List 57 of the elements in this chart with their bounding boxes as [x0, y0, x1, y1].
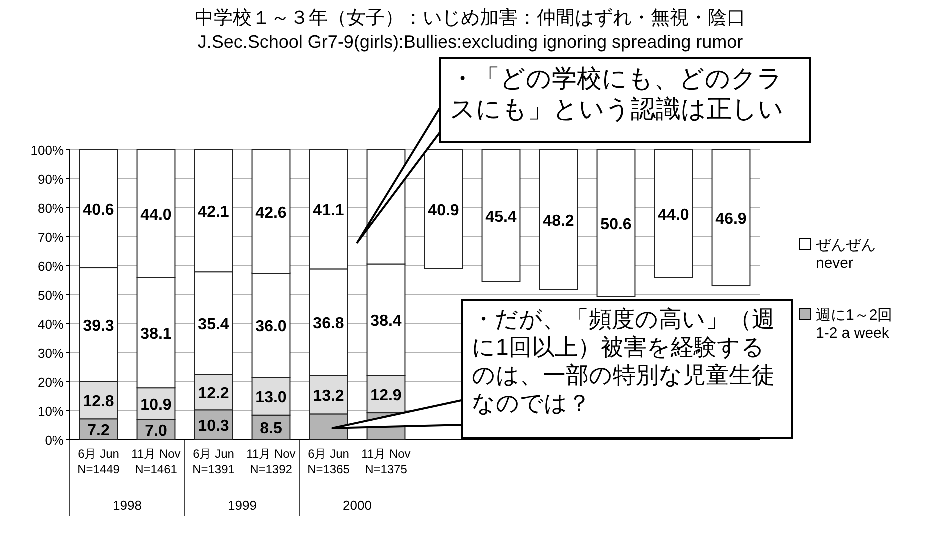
bar [654, 150, 694, 278]
data-label: 36.0 [256, 318, 287, 336]
legend-label: 週に1～2回 1-2 a week [816, 307, 893, 342]
text: 2000 [343, 498, 372, 513]
data-label: 41.1 [313, 202, 344, 220]
annotation: ・だが、「頻度の高い」（週に1回以上）被害を経験するのは、一部の特別な児童生徒なのでは？ [472, 306, 775, 416]
bar [712, 150, 751, 287]
y-tick-label: 50% [38, 288, 64, 303]
y-tick-label: 0% [45, 433, 64, 448]
data-label: 13.0 [256, 390, 287, 406]
data-label: 39.3 [83, 318, 114, 336]
legend: ぜんぜん never 週に1～2回 1-2 a week [800, 237, 893, 342]
y-tick-label: 70% [38, 230, 64, 245]
text: 1998 [113, 498, 142, 513]
bar [539, 150, 578, 290]
y-tick-label: 30% [38, 346, 64, 361]
chart-subtitle: J.Sec.School Gr7-9(girls):Bullies:excluding ignoring spreading rumor [198, 32, 744, 52]
data-label: 44.0 [658, 206, 690, 224]
data-label: 38.4 [370, 312, 402, 330]
y-tick-label: 60% [38, 259, 64, 274]
data-label: 10.3 [198, 418, 230, 436]
y-tick-label: 90% [38, 172, 64, 187]
data-label: 48.2 [543, 212, 574, 230]
data-label: 12.9 [370, 387, 402, 404]
x-tick-label: 6月 Jun N=1365 [308, 447, 350, 477]
x-tick-label: 11月 Nov N=1375 [362, 447, 411, 477]
x-tick-label: 11月 Nov N=1392 [246, 447, 296, 477]
y-tick-label: 40% [38, 317, 64, 332]
x-tick-label: 6月 Jun N=1391 [192, 447, 236, 477]
y-tick-label: 10% [38, 404, 64, 419]
data-label: 7.2 [88, 422, 110, 440]
data-label: 38.1 [140, 326, 172, 343]
bar [482, 150, 521, 282]
data-label: 12.8 [83, 394, 114, 411]
data-label: 44.0 [140, 206, 172, 224]
data-label: 40.6 [83, 202, 114, 219]
text: 1999 [228, 498, 257, 513]
data-label: 42.6 [256, 204, 287, 222]
y-tick-label: 80% [38, 201, 64, 216]
data-label: 12.2 [198, 385, 230, 402]
data-label: 36.8 [313, 316, 344, 333]
data-label: 40.9 [428, 202, 460, 220]
y-tick-label: 100% [30, 143, 64, 158]
data-label: 7.0 [145, 422, 168, 440]
data-label: 46.9 [716, 211, 747, 228]
x-tick-label: 6月 Jun N=1449 [78, 447, 120, 477]
data-label: 50.6 [600, 216, 632, 234]
data-label: 35.4 [198, 316, 230, 334]
data-label: 8.5 [260, 420, 282, 438]
bar [596, 150, 636, 298]
x-tick-label: 11月 Nov N=1461 [132, 447, 181, 477]
data-label: 42.1 [198, 204, 230, 222]
data-label: 10.9 [140, 396, 172, 414]
data-label: 13.2 [313, 388, 344, 406]
chart-title: 中学校１～３年（女子）：いじめ加害：仲間はずれ・無視・陰口 [195, 7, 746, 29]
data-label: 45.4 [486, 208, 517, 226]
y-tick-label: 20% [38, 375, 64, 390]
